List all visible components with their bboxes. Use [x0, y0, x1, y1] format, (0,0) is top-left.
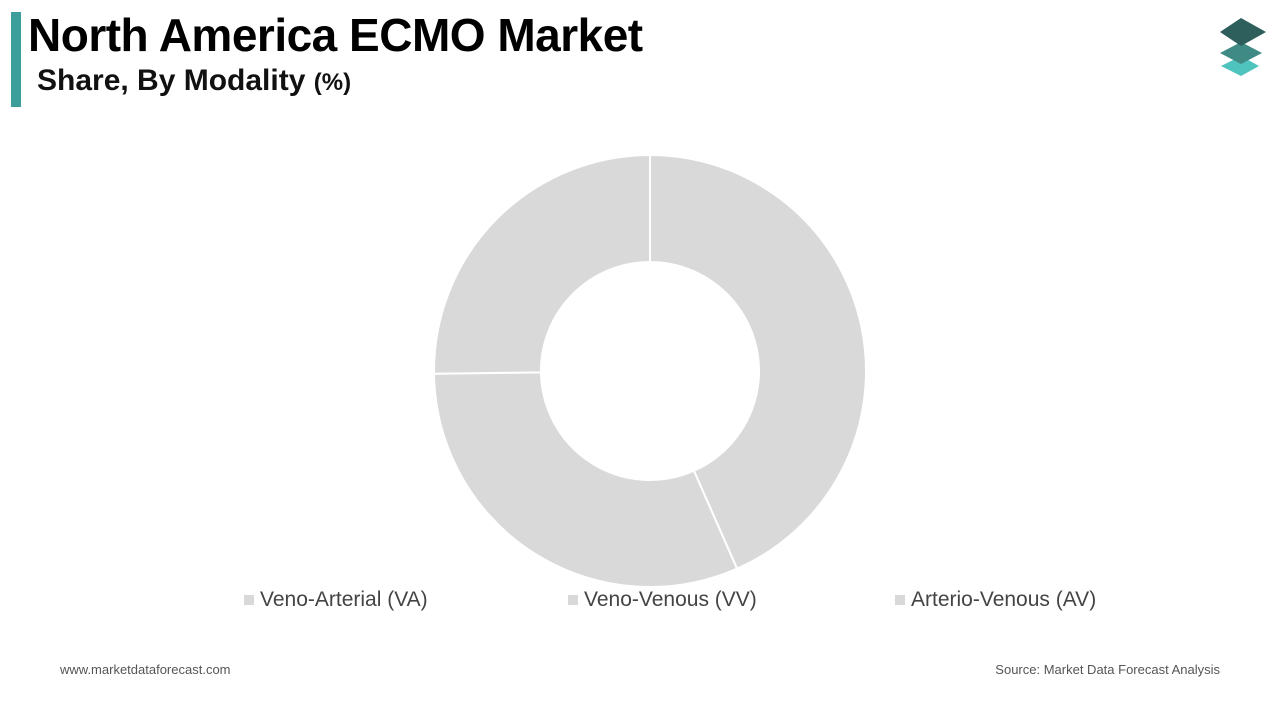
legend-item-vv: Veno-Venous (VV)	[568, 588, 757, 612]
legend-label: Arterio-Venous (AV)	[911, 588, 1097, 611]
title-accent-bar	[11, 12, 21, 107]
logo-layer-top	[1220, 18, 1266, 46]
legend-swatch	[244, 595, 254, 605]
donut-slice-2	[433, 371, 739, 588]
legend-swatch	[568, 595, 578, 605]
stacked-layers-logo-icon	[1220, 18, 1266, 76]
donut-slice-3	[433, 153, 651, 375]
legend-swatch	[895, 595, 905, 605]
legend-label: Veno-Venous (VV)	[584, 588, 757, 611]
donut-slices	[433, 153, 867, 588]
legend-item-va: Veno-Arterial (VA)	[244, 588, 428, 612]
donut-slice-1	[649, 153, 867, 571]
footer-source: Source: Market Data Forecast Analysis	[995, 662, 1220, 677]
footer-website[interactable]: www.marketdataforecast.com	[60, 662, 231, 677]
legend-item-av: Arterio-Venous (AV)	[895, 588, 1096, 612]
subtitle-text: Share, By Modality	[37, 64, 306, 97]
page-subtitle: Share, By Modality (%)	[37, 64, 351, 98]
page-title: North America ECMO Market	[28, 9, 643, 61]
legend-label: Veno-Arterial (VA)	[260, 588, 428, 611]
logo-layer-bottom	[1221, 56, 1259, 76]
subtitle-unit: (%)	[313, 69, 352, 96]
logo-layer-middle	[1220, 42, 1262, 64]
